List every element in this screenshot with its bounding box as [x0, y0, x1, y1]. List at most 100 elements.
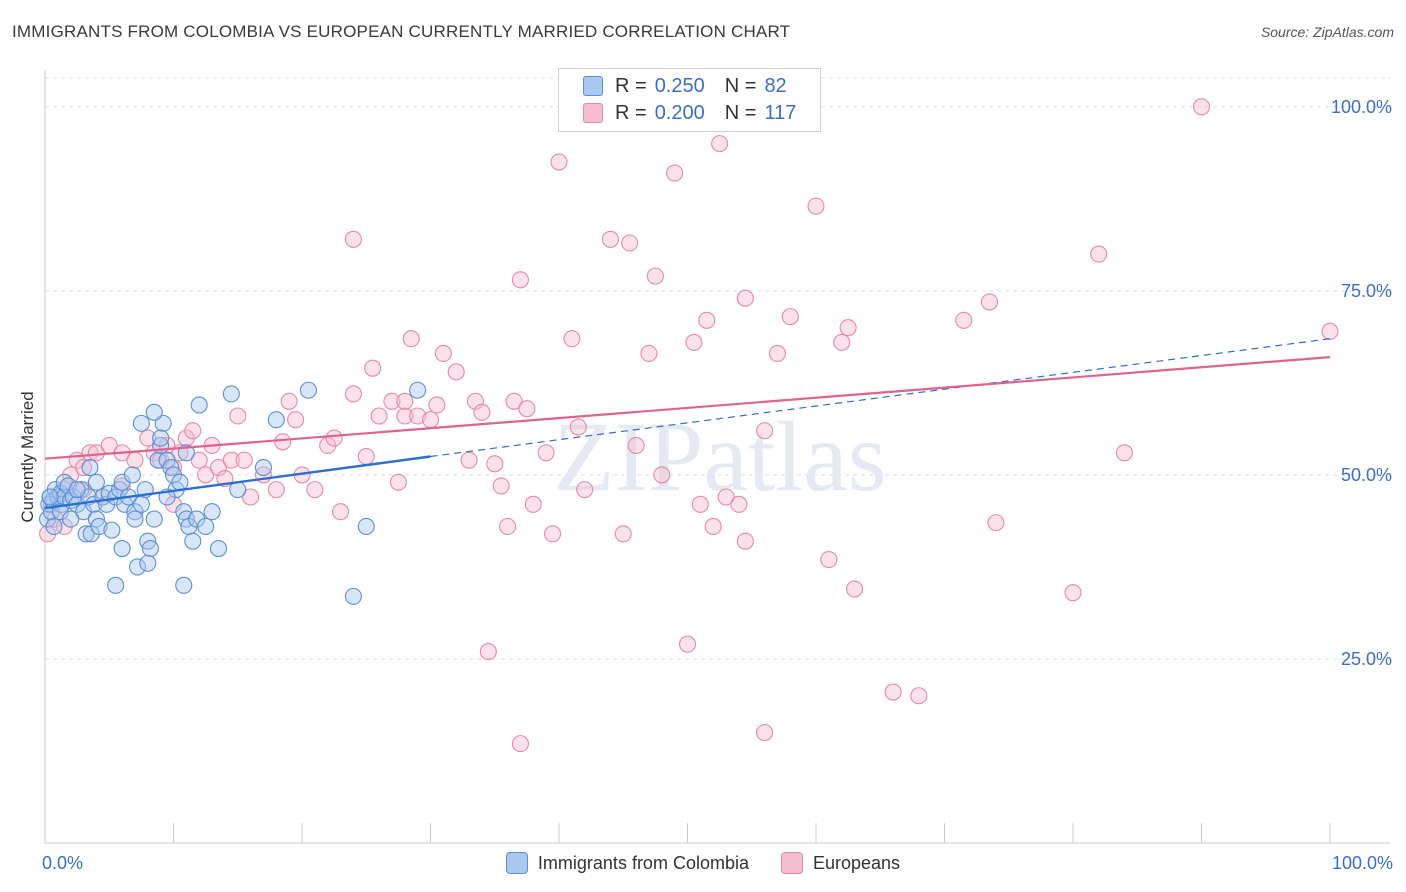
data-point — [306, 481, 324, 499]
data-point — [145, 403, 163, 421]
data-point — [518, 400, 536, 418]
data-point — [646, 267, 664, 285]
data-point — [711, 135, 729, 153]
data-point — [267, 411, 285, 429]
data-point — [113, 539, 131, 558]
data-point — [717, 488, 735, 506]
series-colombia — [39, 381, 427, 605]
data-point — [203, 503, 221, 521]
r-label: R = — [615, 101, 647, 124]
data-point — [653, 466, 671, 484]
data-point — [839, 319, 857, 337]
tick-labels: 25.0% 50.0% 75.0% 100.0% 0.0% 100.0% — [42, 97, 1393, 873]
data-point — [466, 392, 485, 410]
data-point — [222, 451, 240, 469]
legend-swatch-blue — [505, 852, 528, 874]
data-point — [139, 429, 157, 447]
data-point — [980, 293, 999, 311]
legend-label: Immigrants from Colombia — [537, 852, 749, 873]
data-point — [421, 411, 440, 429]
trend-line-colombia — [44, 455, 431, 510]
data-point — [807, 197, 825, 215]
data-point — [698, 311, 716, 329]
data-point — [242, 488, 260, 506]
data-point — [190, 451, 208, 469]
source-label: Source: ZipAtlas.com — [1260, 24, 1394, 40]
trend-lines — [44, 338, 1331, 510]
data-point — [126, 451, 144, 469]
data-point — [171, 473, 189, 491]
data-point — [756, 422, 774, 440]
legend-label: Europeans — [812, 852, 901, 873]
data-point — [627, 436, 645, 455]
data-point — [209, 458, 228, 477]
data-point — [41, 488, 59, 506]
data-point — [955, 311, 973, 329]
data-point — [107, 576, 125, 594]
data-point — [736, 289, 754, 307]
data-point — [499, 517, 517, 535]
data-point — [188, 510, 206, 528]
r-label: R = — [615, 74, 647, 97]
x-tick-label: 0.0% — [42, 853, 83, 873]
data-point — [396, 392, 414, 410]
x-tick-label: 100.0% — [1332, 853, 1393, 873]
data-point — [666, 164, 684, 182]
data-point — [235, 451, 253, 469]
data-point — [45, 517, 63, 535]
data-point — [132, 414, 150, 432]
data-point — [409, 381, 427, 399]
data-point — [175, 576, 193, 594]
axes — [44, 70, 1390, 844]
data-point — [511, 735, 530, 753]
data-point — [910, 687, 928, 705]
data-point — [229, 407, 247, 425]
data-point — [492, 477, 510, 495]
data-point — [81, 458, 99, 477]
data-point — [128, 558, 147, 576]
data-point — [344, 385, 362, 403]
data-point — [141, 539, 159, 558]
data-point — [81, 444, 99, 462]
data-point — [402, 330, 420, 348]
data-point — [274, 433, 292, 451]
data-point — [621, 234, 639, 252]
data-point — [389, 473, 407, 491]
legend-swatch-blue — [583, 76, 603, 96]
data-point — [126, 510, 144, 528]
data-point — [884, 683, 902, 701]
data-point — [123, 466, 141, 484]
y-tick-label: 50.0% — [1341, 465, 1392, 485]
data-point — [149, 451, 167, 469]
data-point — [473, 403, 491, 421]
chart-title: IMMIGRANTS FROM COLOMBIA VS EUROPEAN CUR… — [12, 22, 791, 41]
y-tick-label: 25.0% — [1341, 649, 1392, 669]
data-point — [396, 407, 414, 425]
data-point — [344, 230, 362, 248]
data-point — [1321, 322, 1339, 340]
legend-item-europeans[interactable]: Europeans — [780, 852, 901, 874]
data-point — [447, 363, 465, 381]
r-value: 0.250 — [654, 74, 705, 97]
data-point — [344, 587, 362, 605]
r-value: 0.200 — [654, 101, 705, 124]
legend-swatch-pink — [780, 852, 803, 874]
data-point — [544, 525, 562, 543]
data-point — [505, 392, 523, 410]
legend-stats: R = 0.250 N = 82 R = 0.200 N = 117 — [558, 68, 821, 132]
data-point — [287, 411, 305, 429]
data-point — [768, 344, 787, 362]
data-point — [736, 532, 754, 550]
data-point — [704, 517, 722, 535]
data-point — [601, 230, 619, 248]
legend-item-colombia[interactable]: Immigrants from Colombia — [505, 852, 749, 874]
n-value: 117 — [764, 101, 797, 124]
data-point — [524, 495, 542, 513]
data-point — [383, 392, 401, 410]
data-point — [614, 525, 632, 543]
series-europeans — [39, 98, 1339, 753]
data-point — [511, 271, 530, 289]
data-point — [254, 458, 273, 477]
y-tick-label: 100.0% — [1331, 97, 1392, 117]
